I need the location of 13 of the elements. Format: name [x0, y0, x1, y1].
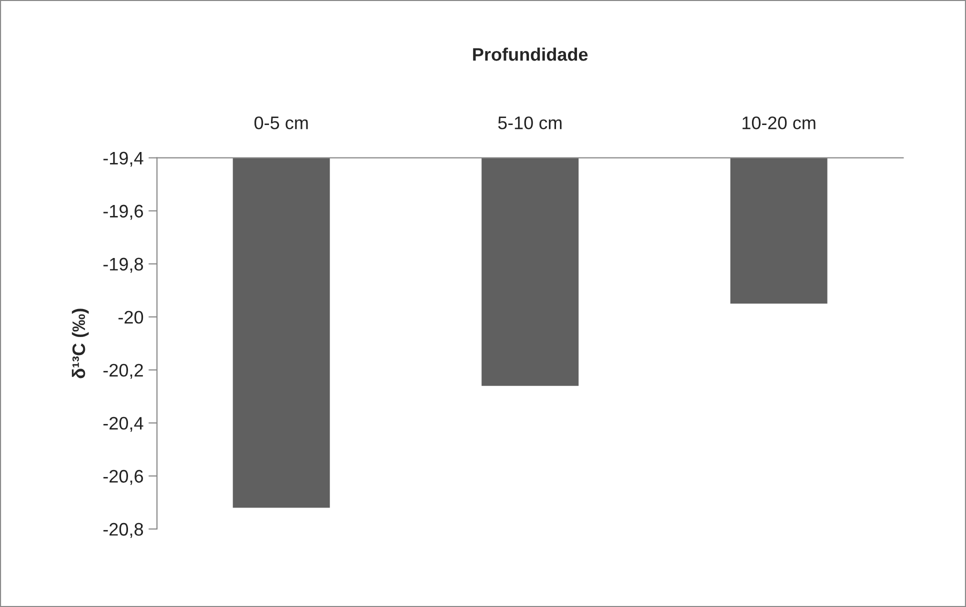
- y-tick-label: -20,6: [103, 470, 143, 485]
- y-axis-title: δ¹³C (‰): [72, 308, 89, 378]
- x-tick-label: 0-5 cm: [254, 116, 308, 130]
- x-tick-label: 5-10 cm: [498, 116, 562, 130]
- y-tick-label: -20: [118, 310, 144, 324]
- chart-title: Profundidade: [473, 48, 588, 61]
- y-tick-label: -20,8: [103, 522, 143, 538]
- y-tick-label: -19,8: [103, 258, 143, 273]
- y-tick-label: -20,4: [103, 416, 144, 432]
- x-tick-label: 10-20 cm: [742, 116, 816, 130]
- y-tick-label: -19,6: [103, 204, 143, 220]
- y-tick-label: -19,4: [103, 152, 144, 167]
- y-tick-label: -20,2: [103, 364, 143, 379]
